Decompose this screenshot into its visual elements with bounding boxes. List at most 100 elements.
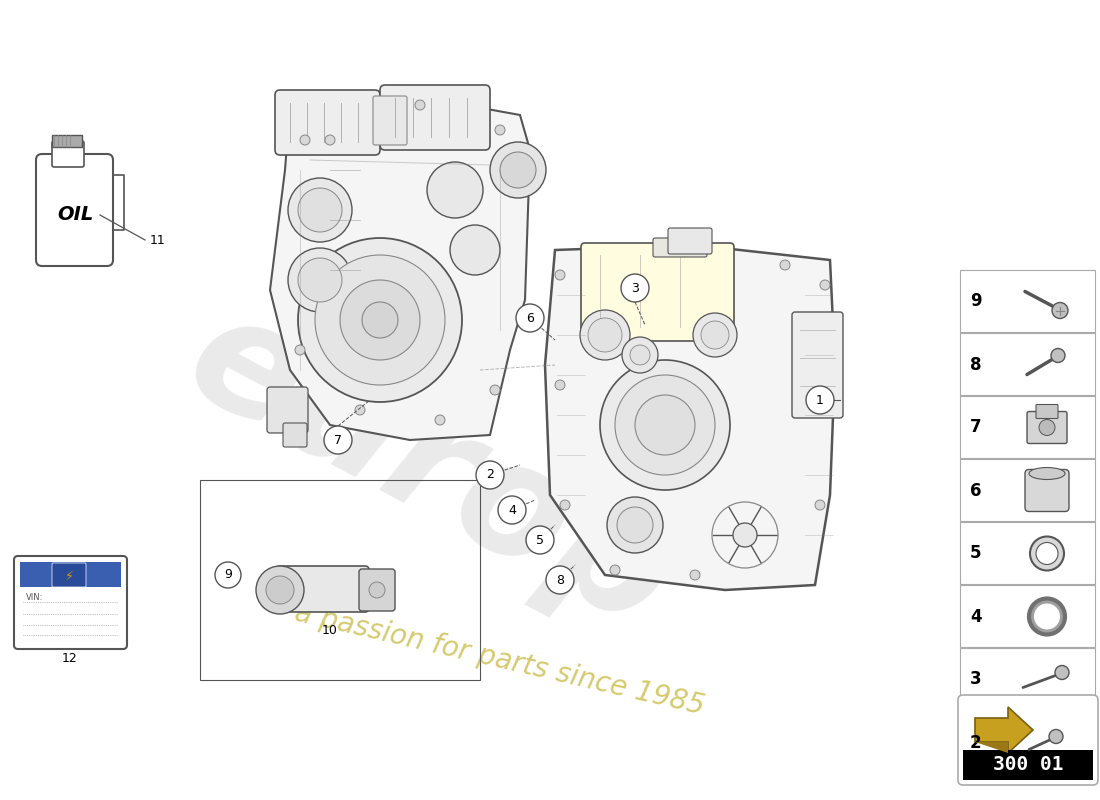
Text: 9: 9 <box>970 293 981 310</box>
Circle shape <box>500 152 536 188</box>
Bar <box>960 522 1094 584</box>
Text: europ: europ <box>162 278 698 662</box>
Bar <box>962 750 1093 780</box>
Text: 5: 5 <box>536 534 544 546</box>
Circle shape <box>368 582 385 598</box>
Text: ⚡: ⚡ <box>65 570 74 582</box>
Circle shape <box>780 260 790 270</box>
Text: 7: 7 <box>334 434 342 446</box>
Bar <box>200 480 480 680</box>
Circle shape <box>546 566 574 594</box>
Text: 3: 3 <box>970 670 981 689</box>
Circle shape <box>495 125 505 135</box>
Bar <box>960 270 1094 332</box>
Bar <box>960 585 1094 647</box>
Text: 9: 9 <box>224 569 232 582</box>
Circle shape <box>607 497 663 553</box>
FancyBboxPatch shape <box>52 141 84 167</box>
Circle shape <box>630 345 650 365</box>
Circle shape <box>266 576 294 604</box>
Bar <box>52 135 82 147</box>
Circle shape <box>806 386 834 414</box>
Text: 12: 12 <box>62 651 78 665</box>
Circle shape <box>288 178 352 242</box>
Text: 6: 6 <box>526 311 534 325</box>
FancyBboxPatch shape <box>1027 411 1067 443</box>
Polygon shape <box>975 742 1008 753</box>
Text: 5: 5 <box>970 545 981 562</box>
Text: 11: 11 <box>150 234 166 246</box>
Circle shape <box>498 496 526 524</box>
Text: VIN:: VIN: <box>26 594 43 602</box>
Circle shape <box>298 238 462 402</box>
Circle shape <box>610 565 620 575</box>
FancyBboxPatch shape <box>668 228 712 254</box>
Circle shape <box>415 100 425 110</box>
Circle shape <box>820 280 830 290</box>
FancyBboxPatch shape <box>373 96 407 145</box>
Text: 1: 1 <box>816 394 824 406</box>
Circle shape <box>355 405 365 415</box>
Circle shape <box>1028 598 1065 634</box>
Circle shape <box>324 135 336 145</box>
Circle shape <box>1036 542 1058 565</box>
FancyBboxPatch shape <box>276 566 369 612</box>
Circle shape <box>621 274 649 302</box>
Text: 8: 8 <box>556 574 564 586</box>
Circle shape <box>256 566 304 614</box>
Circle shape <box>362 302 398 338</box>
Circle shape <box>214 562 241 588</box>
FancyBboxPatch shape <box>379 85 490 150</box>
FancyBboxPatch shape <box>958 695 1098 785</box>
Circle shape <box>300 135 310 145</box>
Bar <box>960 711 1094 773</box>
Circle shape <box>690 570 700 580</box>
Circle shape <box>516 304 544 332</box>
Circle shape <box>315 255 446 385</box>
Circle shape <box>621 337 658 373</box>
Ellipse shape <box>1028 467 1065 479</box>
Bar <box>20 562 121 587</box>
Circle shape <box>615 375 715 475</box>
Circle shape <box>588 318 621 352</box>
FancyBboxPatch shape <box>267 387 308 433</box>
Circle shape <box>560 500 570 510</box>
Polygon shape <box>544 245 835 590</box>
Text: a passion for parts since 1985: a passion for parts since 1985 <box>293 599 707 721</box>
Circle shape <box>580 310 630 360</box>
Circle shape <box>427 162 483 218</box>
Polygon shape <box>975 707 1033 753</box>
FancyBboxPatch shape <box>36 154 113 266</box>
Bar <box>960 459 1094 521</box>
Circle shape <box>450 225 500 275</box>
Circle shape <box>295 345 305 355</box>
Polygon shape <box>270 95 530 440</box>
Text: 3: 3 <box>631 282 639 294</box>
Circle shape <box>298 258 342 302</box>
FancyBboxPatch shape <box>653 238 707 257</box>
Circle shape <box>1030 537 1064 570</box>
Text: 2: 2 <box>486 469 494 482</box>
Circle shape <box>815 500 825 510</box>
Circle shape <box>701 321 729 349</box>
Text: 8: 8 <box>970 355 981 374</box>
Circle shape <box>476 461 504 489</box>
Circle shape <box>324 426 352 454</box>
Circle shape <box>340 280 420 360</box>
Circle shape <box>556 380 565 390</box>
Bar <box>960 396 1094 458</box>
Text: 4: 4 <box>508 503 516 517</box>
Circle shape <box>617 507 653 543</box>
Text: 6: 6 <box>970 482 981 499</box>
Text: 4: 4 <box>970 607 981 626</box>
FancyBboxPatch shape <box>581 243 734 341</box>
Circle shape <box>1055 666 1069 679</box>
FancyBboxPatch shape <box>14 556 126 649</box>
Circle shape <box>1050 349 1065 362</box>
Text: 2: 2 <box>970 734 981 751</box>
Circle shape <box>526 526 554 554</box>
Circle shape <box>298 188 342 232</box>
Circle shape <box>733 523 757 547</box>
Circle shape <box>635 395 695 455</box>
Circle shape <box>1049 730 1063 743</box>
